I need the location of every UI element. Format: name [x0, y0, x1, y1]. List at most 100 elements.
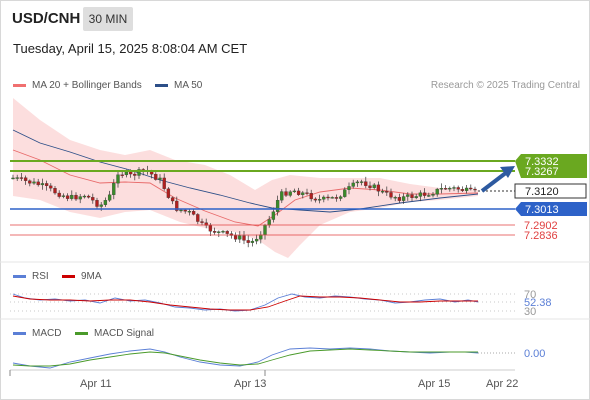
candle-body: [305, 192, 309, 194]
candle-body: [28, 180, 32, 184]
candle-body: [271, 211, 276, 220]
candle-body: [70, 194, 74, 199]
candle-body: [393, 197, 397, 199]
ma50-swatch-icon: [155, 84, 168, 87]
candle-body: [44, 183, 49, 186]
candle-body: [355, 181, 360, 184]
candle-body: [439, 188, 444, 190]
candle-body: [263, 224, 267, 235]
candle-body: [338, 196, 343, 199]
candle-body: [250, 240, 255, 243]
legend-label: MA 50: [174, 80, 203, 91]
candle-body: [103, 200, 108, 205]
candle-body: [133, 173, 137, 176]
candle-body: [154, 174, 158, 180]
candle-body: [32, 181, 36, 184]
resistance-tag: [515, 154, 587, 178]
research-credit: Research © 2025 Trading Central: [430, 80, 580, 91]
legend-label: RSI: [32, 271, 49, 282]
candle-body: [137, 169, 141, 176]
candle-body: [364, 181, 368, 186]
candle-body: [246, 240, 250, 243]
macd-signal-swatch-icon: [75, 332, 88, 335]
macd-value: 0.00: [524, 348, 545, 360]
candle-body: [296, 190, 301, 195]
candle-body: [343, 189, 347, 197]
candle-body: [23, 177, 28, 181]
candle-body: [267, 219, 271, 226]
candle-body: [410, 194, 414, 199]
candle-body: [53, 188, 57, 194]
x-tick-apr-11: Apr 11: [80, 378, 112, 390]
candle-body: [95, 200, 99, 207]
candle-body: [57, 192, 61, 197]
candle-body: [166, 188, 171, 198]
candle-body: [36, 181, 40, 186]
candle-body: [221, 231, 225, 233]
candle-body: [452, 187, 456, 189]
candle-body: [175, 200, 179, 211]
rsi-value: 52.38: [524, 297, 552, 309]
timeframe-button[interactable]: 30 MIN: [83, 7, 133, 31]
forecast-arrow-icon: [500, 166, 515, 178]
candle-body: [229, 233, 234, 236]
candle-body: [385, 191, 389, 193]
candle-body: [301, 192, 305, 195]
candle-body: [86, 195, 91, 198]
ma50-line: [12, 129, 479, 213]
legend-label: MACD Signal: [94, 328, 155, 339]
symbol-title: USD/CNH: [12, 10, 81, 27]
candle-body: [120, 174, 124, 176]
candle-body: [208, 225, 213, 232]
candle-body: [435, 188, 439, 195]
candle-body: [11, 177, 15, 180]
candle-body: [158, 177, 162, 180]
candle-body: [351, 182, 355, 187]
support-1-label: 7.2902: [524, 220, 558, 232]
candle-body: [187, 211, 192, 213]
candle-body: [406, 194, 410, 197]
x-tick-apr-22: Apr 22: [486, 378, 518, 390]
candle-body: [254, 238, 259, 242]
candle-body: [347, 186, 351, 190]
candle-body: [292, 190, 297, 193]
candle-body: [372, 184, 376, 188]
x-tick-apr-13: Apr 13: [234, 378, 266, 390]
candle-body: [443, 188, 448, 190]
candle-body: [170, 197, 175, 202]
candle-body: [309, 193, 313, 200]
rsi-level-30: 30: [524, 306, 536, 318]
candle-body: [473, 188, 477, 191]
candle-body: [427, 195, 431, 197]
candle-body: [414, 196, 418, 199]
x-tick-apr-15: Apr 15: [418, 378, 450, 390]
last-price-label: 7.3120: [525, 186, 559, 198]
candle-body: [275, 200, 280, 212]
candle-body: [124, 171, 129, 176]
candle-body: [19, 177, 24, 179]
candle-body: [191, 211, 196, 215]
candle-body: [448, 187, 452, 190]
candle-body: [460, 189, 465, 191]
candle-body: [91, 197, 95, 201]
candle-body: [456, 187, 460, 190]
candle-body: [233, 235, 238, 240]
legend-rsi-9ma: 9MA: [62, 271, 102, 282]
legend-label: MA 20 + Bollinger Bands: [32, 80, 142, 91]
rsi-swatch-icon: [13, 275, 26, 278]
candle-body: [238, 235, 242, 240]
candle-body: [40, 183, 45, 186]
legend-macd: MACD: [13, 328, 61, 339]
candle-body: [49, 185, 53, 189]
bollinger-band: [13, 98, 478, 258]
candle-body: [112, 183, 116, 195]
candle-body: [317, 199, 322, 201]
candle-body: [464, 187, 469, 191]
candle-body: [183, 209, 187, 212]
candle-body: [212, 231, 217, 233]
legend-label: MACD: [32, 328, 62, 339]
candle-body: [376, 184, 381, 192]
candle-body: [128, 171, 133, 175]
candle-body: [225, 231, 229, 234]
candle-body: [326, 196, 330, 199]
